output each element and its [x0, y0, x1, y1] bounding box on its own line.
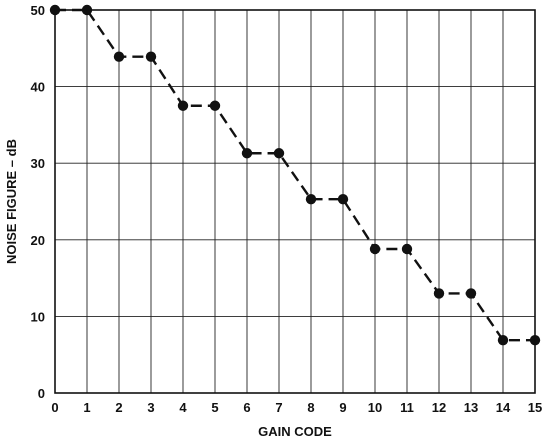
x-tick-label-0: 0 [51, 400, 58, 415]
data-point-2 [113, 51, 125, 62]
y-axis-title: NOISE FIGURE – dB [4, 139, 19, 264]
series-line [55, 8, 535, 342]
y-tick-label-40: 40 [31, 80, 45, 95]
x-tick-label-4: 4 [179, 400, 187, 415]
x-tick-label-12: 12 [432, 400, 446, 415]
data-point-14 [497, 334, 509, 346]
x-tick-label-1: 1 [83, 400, 90, 415]
data-point-3 [145, 51, 157, 62]
x-tick-label-2: 2 [115, 400, 122, 415]
x-tick-label-10: 10 [368, 400, 382, 415]
x-tick-label-15: 15 [528, 400, 542, 415]
y-tick-label-50: 50 [31, 3, 45, 18]
plot-frame [54, 9, 536, 394]
y-tick-label-20: 20 [31, 233, 45, 248]
data-point-5 [209, 100, 221, 111]
x-axis-title: GAIN CODE [258, 424, 332, 439]
x-tick-label-7: 7 [275, 400, 282, 415]
x-tick-label-3: 3 [147, 400, 154, 415]
x-tick-label-8: 8 [307, 400, 314, 415]
data-point-13 [465, 288, 477, 299]
y-tick-label-0: 0 [38, 386, 45, 401]
grid [54, 9, 536, 394]
data-point-10 [369, 243, 381, 255]
y-tick-label-30: 30 [31, 156, 45, 171]
x-tick-label-9: 9 [339, 400, 346, 415]
data-series [49, 4, 541, 346]
data-point-12 [433, 288, 445, 299]
y-tick-labels: 0 10 20 30 40 50 [31, 3, 45, 401]
x-tick-label-14: 14 [496, 400, 511, 415]
x-tick-label-5: 5 [211, 400, 218, 415]
data-point-11 [401, 243, 413, 255]
x-tick-label-11: 11 [400, 400, 414, 415]
x-tick-label-6: 6 [243, 400, 250, 415]
data-point-4 [177, 100, 189, 111]
data-point-7 [273, 148, 285, 159]
data-point-8 [305, 194, 317, 205]
x-tick-labels: 0 1 2 3 4 5 6 7 8 9 10 11 12 13 14 15 [51, 400, 542, 415]
y-tick-label-10: 10 [31, 309, 45, 324]
data-point-9 [337, 194, 349, 205]
x-tick-label-13: 13 [464, 400, 478, 415]
data-point-6 [241, 148, 253, 159]
